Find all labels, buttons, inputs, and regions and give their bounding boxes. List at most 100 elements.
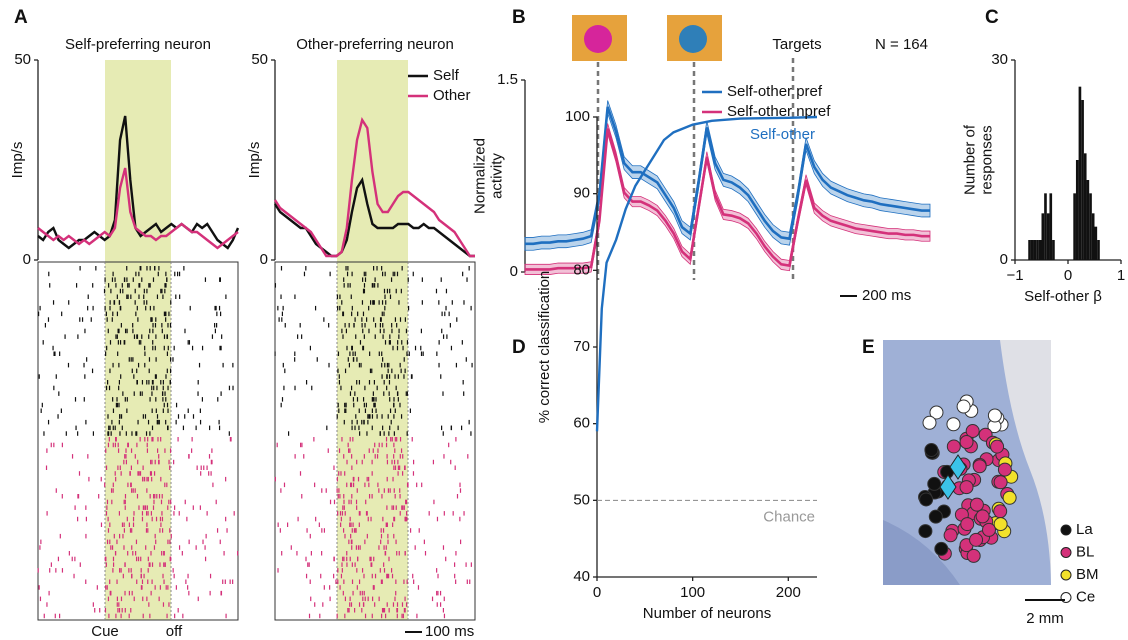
y-tick-label: 1.5 bbox=[497, 71, 518, 88]
y-axis-label: % correct classification bbox=[536, 271, 553, 424]
recording-site bbox=[982, 523, 995, 536]
recording-site bbox=[1003, 491, 1016, 504]
bar bbox=[1052, 240, 1055, 260]
x-tick-label: 200 bbox=[776, 584, 801, 601]
x-axis-label: Number of neurons bbox=[643, 605, 771, 622]
recording-site bbox=[919, 525, 932, 538]
y-axis-label: Imp/s bbox=[9, 142, 26, 179]
recording-site bbox=[947, 418, 960, 431]
annotation: off bbox=[166, 623, 183, 640]
bar bbox=[1049, 193, 1052, 260]
legend-label: Self-other npref bbox=[727, 103, 831, 120]
annotation: Cue bbox=[91, 623, 119, 640]
y-tick-label: 0 bbox=[1000, 251, 1008, 268]
legend-swatch bbox=[1061, 570, 1071, 580]
bar bbox=[1073, 193, 1076, 260]
series-label: Self-other bbox=[750, 126, 815, 143]
bar bbox=[1036, 240, 1039, 260]
y-tick-label: 50 bbox=[251, 51, 268, 68]
recording-site bbox=[920, 493, 933, 506]
bar bbox=[1047, 213, 1050, 260]
y-tick-label: 0 bbox=[23, 251, 31, 268]
y-axis-label: responses bbox=[978, 125, 995, 194]
recording-site bbox=[976, 510, 989, 523]
x-axis-label: Self-other β bbox=[1024, 288, 1102, 305]
scale-bar-label: 2 mm bbox=[1026, 610, 1064, 627]
annotation: N = 164 bbox=[875, 36, 928, 53]
y-tick-label: 50 bbox=[14, 51, 31, 68]
bar bbox=[1087, 180, 1090, 260]
legend-label: Other bbox=[433, 87, 471, 104]
recording-site bbox=[929, 510, 942, 523]
x-tick-label: 1 bbox=[1117, 267, 1125, 284]
recording-site bbox=[960, 481, 973, 494]
recording-site bbox=[991, 440, 1004, 453]
legend-swatch bbox=[1061, 548, 1071, 558]
stimulus-detail bbox=[679, 25, 707, 53]
chance-label: Chance bbox=[763, 508, 815, 525]
x-tick-label: −1 bbox=[1006, 267, 1023, 284]
bar bbox=[1081, 100, 1084, 260]
scale-bar-label: 200 ms bbox=[862, 287, 911, 304]
legend-label: Self bbox=[433, 67, 460, 84]
bar bbox=[1089, 193, 1092, 260]
bar bbox=[1042, 213, 1045, 260]
recording-site bbox=[957, 400, 970, 413]
recording-site bbox=[967, 549, 980, 562]
recording-site bbox=[960, 436, 973, 449]
y-tick-label: 40 bbox=[573, 568, 590, 585]
recording-site bbox=[925, 443, 938, 456]
y-tick-label: 100 bbox=[565, 108, 590, 125]
legend-label: Self-other pref bbox=[727, 83, 823, 100]
recording-site bbox=[998, 463, 1011, 476]
recording-site bbox=[973, 460, 986, 473]
figure: A Self-preferring neuron 0 50 Imp/s Other-pre… bbox=[0, 0, 1128, 640]
y-axis-label: Imp/s bbox=[246, 142, 263, 179]
y-axis-label: Normalized bbox=[471, 138, 488, 214]
y-tick-label: 70 bbox=[573, 338, 590, 355]
y-tick-label: 50 bbox=[573, 491, 590, 508]
bar bbox=[1028, 240, 1031, 260]
recording-site bbox=[970, 498, 983, 511]
recording-site bbox=[923, 416, 936, 429]
recording-site bbox=[935, 542, 948, 555]
y-tick-label: 30 bbox=[991, 51, 1008, 68]
bar bbox=[1076, 160, 1079, 260]
legend-label: Ce bbox=[1076, 588, 1095, 605]
chart-title: Other-preferring neuron bbox=[296, 36, 454, 53]
panel-label: A bbox=[14, 7, 28, 28]
panel-label: E bbox=[862, 337, 875, 358]
y-axis-label: Number of bbox=[961, 124, 978, 195]
y-axis-label: activity bbox=[488, 153, 505, 199]
bar bbox=[1044, 193, 1047, 260]
y-tick-label: 0 bbox=[260, 251, 268, 268]
bar bbox=[1097, 240, 1100, 260]
recording-site bbox=[988, 409, 1001, 422]
panel-label: D bbox=[512, 337, 526, 358]
bar bbox=[1084, 153, 1087, 260]
bar bbox=[1079, 87, 1082, 260]
panel-label: B bbox=[512, 7, 526, 28]
recording-site bbox=[947, 440, 960, 453]
scale-bar-label: 100 ms bbox=[425, 623, 474, 640]
cue-shade bbox=[337, 60, 408, 620]
recording-site bbox=[944, 529, 957, 542]
bar bbox=[1034, 240, 1037, 260]
annotation: Targets bbox=[772, 36, 821, 53]
x-tick-label: 0 bbox=[1064, 267, 1072, 284]
bar bbox=[1092, 213, 1095, 260]
legend-swatch bbox=[1061, 525, 1071, 535]
panel-label: C bbox=[985, 7, 999, 28]
y-tick-label: 80 bbox=[573, 261, 590, 278]
y-tick-label: 60 bbox=[573, 415, 590, 432]
legend-label: BM bbox=[1076, 566, 1099, 583]
legend-label: La bbox=[1076, 521, 1093, 538]
recording-site bbox=[994, 505, 1007, 518]
y-tick-label: 90 bbox=[573, 185, 590, 202]
recording-site bbox=[994, 476, 1007, 489]
chart-title: Self-preferring neuron bbox=[65, 36, 211, 53]
recording-site bbox=[961, 518, 974, 531]
recording-site bbox=[970, 533, 983, 546]
x-tick-label: 100 bbox=[680, 584, 705, 601]
y-tick-label: 0 bbox=[510, 263, 518, 280]
